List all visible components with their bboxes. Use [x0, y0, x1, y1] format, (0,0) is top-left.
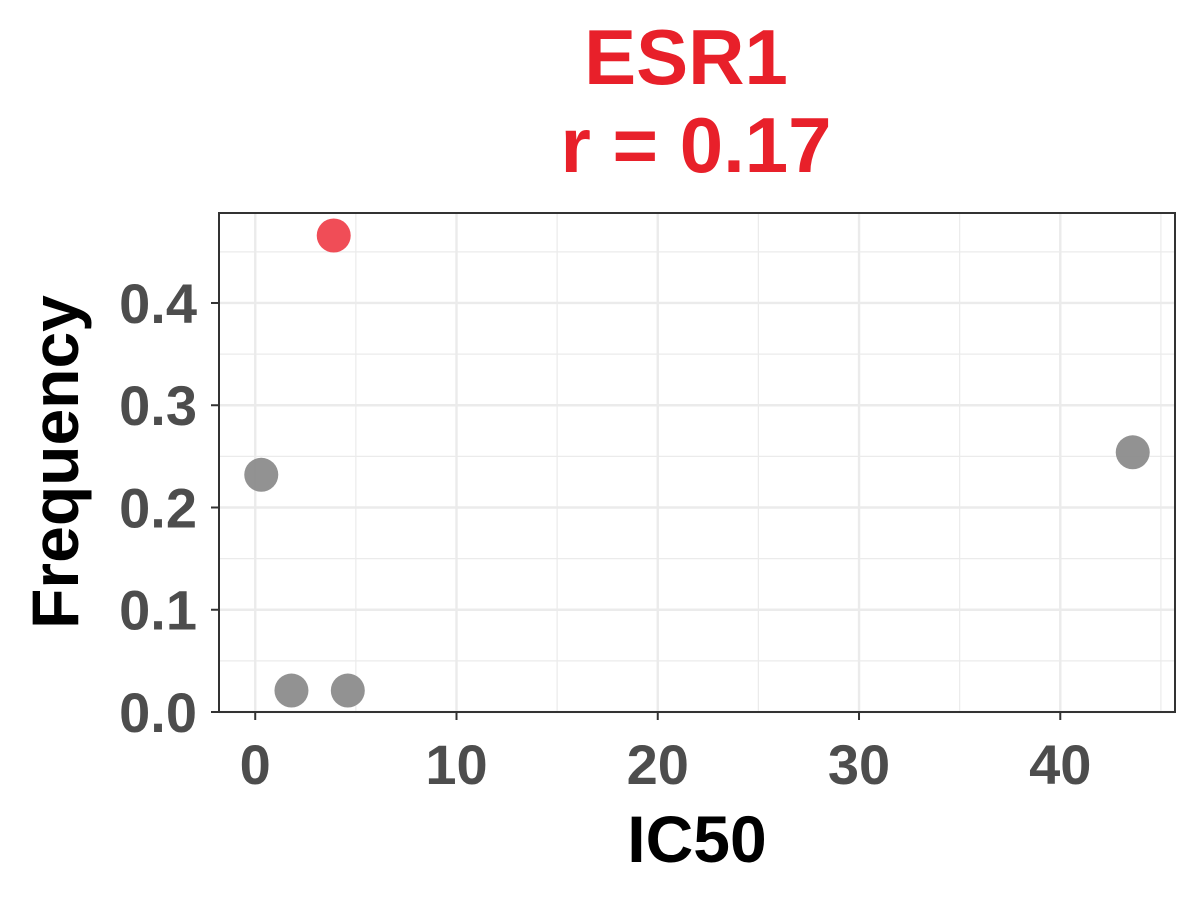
- y-tick-label: 0.2: [119, 476, 197, 539]
- data-point: [330, 673, 365, 708]
- x-tick-label: 40: [1029, 733, 1091, 796]
- data-point: [1115, 435, 1150, 470]
- data-point: [244, 457, 279, 492]
- chart-subtitle: r = 0.17: [560, 101, 831, 189]
- data-points: [244, 218, 1150, 708]
- x-axis-title: IC50: [627, 802, 766, 876]
- y-tick-label: 0.0: [119, 681, 197, 744]
- x-tick-label: 20: [627, 733, 689, 796]
- grid-lines: [219, 213, 1175, 714]
- x-tick-label: 30: [828, 733, 890, 796]
- y-tick-label: 0.3: [119, 374, 197, 437]
- y-axis-title: Frequency: [18, 295, 92, 629]
- data-point: [274, 673, 309, 708]
- axis-ticks: 0 10 20 30 40 0.0 0.1 0.2 0.3 0.4: [119, 272, 1091, 796]
- y-tick-label: 0.1: [119, 579, 197, 642]
- highlighted-data-point: [316, 218, 351, 253]
- chart-title: ESR1: [584, 13, 788, 101]
- x-tick-label: 10: [425, 733, 487, 796]
- y-tick-label: 0.4: [119, 272, 197, 335]
- plot-panel-border: [218, 212, 1176, 713]
- x-tick-label: 0: [240, 733, 271, 796]
